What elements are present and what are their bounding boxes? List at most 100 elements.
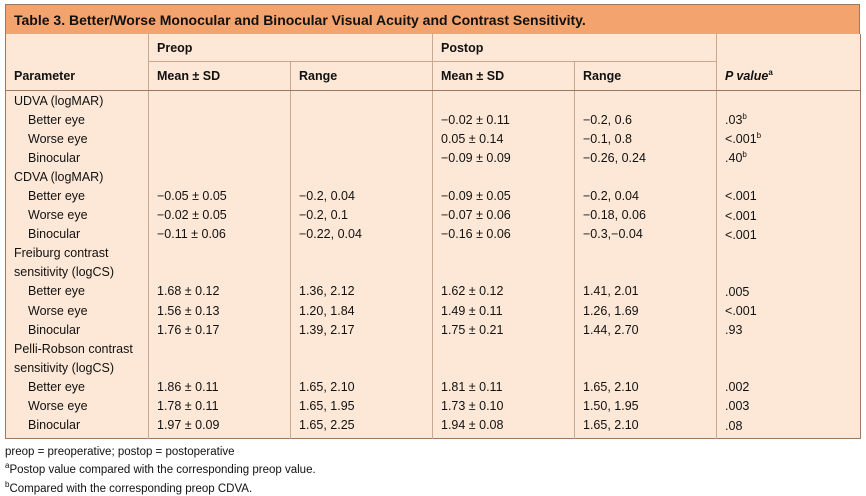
row-postop-range-text: −0.3,−0.04 bbox=[583, 227, 643, 242]
table-title: Table 3. Better/Worse Monocular and Bino… bbox=[5, 4, 860, 34]
row-postop-mean: −0.09 ± 0.05 bbox=[432, 186, 575, 206]
row-preop-range-text: 1.65, 1.95 bbox=[299, 399, 355, 414]
row-p-value: .003 bbox=[717, 397, 861, 416]
row-p-value bbox=[717, 91, 861, 111]
row-postop-range: −0.2, 0.04 bbox=[574, 186, 718, 206]
row-postop-range: −0.18, 0.06 bbox=[574, 205, 718, 225]
row-parameter-text: Binocular bbox=[28, 150, 81, 165]
row-parameter: Binocular bbox=[5, 320, 149, 340]
row-preop-range: −0.2, 0.04 bbox=[290, 186, 433, 206]
row-parameter: Worse eye bbox=[5, 301, 149, 321]
table-row: UDVA (logMAR) bbox=[5, 90, 861, 111]
row-preop-mean-text: 1.97 ± 0.09 bbox=[157, 418, 220, 433]
row-postop-mean bbox=[432, 90, 575, 111]
row-postop-range-text: 1.50, 1.95 bbox=[583, 399, 639, 414]
row-preop-mean bbox=[148, 90, 291, 111]
row-postop-mean-text: −0.16 ± 0.06 bbox=[441, 227, 511, 242]
row-p-value-text: <.001 bbox=[725, 304, 757, 319]
p-value-footnote-mark: b bbox=[742, 112, 747, 122]
row-p-value bbox=[717, 339, 861, 358]
row-parameter: Pelli-Robson contrast bbox=[5, 339, 149, 359]
row-preop-mean-text: −0.02 ± 0.05 bbox=[157, 208, 227, 223]
row-p-value-text: .005 bbox=[725, 285, 750, 300]
table-row: Worse eye −0.02 ± 0.05 −0.2, 0.1 −0.07 ± 0.… bbox=[5, 205, 861, 225]
table-row: Binocular −0.11 ± 0.06 −0.22, 0.04 −0.16 ± … bbox=[5, 224, 861, 244]
row-preop-mean bbox=[148, 129, 291, 149]
row-preop-range bbox=[290, 262, 433, 282]
header-postop: Postop bbox=[432, 34, 718, 62]
row-postop-range-text: −0.2, 0.04 bbox=[583, 189, 639, 204]
table-row: Binocular 1.97 ± 0.09 1.65, 2.25 1.94 ± 0.0… bbox=[5, 415, 861, 439]
row-preop-mean-text: −0.11 ± 0.06 bbox=[157, 227, 226, 242]
table-row: Better eye −0.05 ± 0.05 −0.2, 0.04 −0.09 ± … bbox=[5, 186, 861, 206]
row-preop-range: 1.65, 2.10 bbox=[290, 377, 433, 397]
row-preop-mean bbox=[148, 358, 291, 378]
row-parameter-text: Binocular bbox=[28, 322, 81, 337]
footnote-b: bCompared with the corresponding preop C… bbox=[5, 478, 860, 496]
header-blank-p bbox=[717, 34, 861, 62]
row-postop-range bbox=[574, 262, 718, 282]
row-parameter: Worse eye bbox=[5, 129, 149, 149]
row-preop-mean: −0.11 ± 0.06 bbox=[148, 224, 291, 244]
row-postop-range bbox=[574, 90, 718, 111]
row-postop-mean: −0.16 ± 0.06 bbox=[432, 224, 575, 244]
table-row: sensitivity (logCS) bbox=[5, 262, 861, 282]
table-row: Worse eye 0.05 ± 0.14 −0.1, 0.8 <.001b bbox=[5, 129, 861, 149]
row-preop-range-text: 1.65, 2.25 bbox=[299, 418, 355, 433]
row-postop-mean-text: 1.49 ± 0.11 bbox=[441, 303, 503, 318]
row-preop-range: −0.22, 0.04 bbox=[290, 224, 433, 244]
footnote-b-mark: b bbox=[5, 479, 10, 489]
row-preop-range bbox=[290, 110, 433, 130]
row-p-value-text: .93 bbox=[725, 323, 743, 338]
row-preop-mean: −0.05 ± 0.05 bbox=[148, 186, 291, 206]
row-postop-range-text: −0.18, 0.06 bbox=[583, 208, 646, 223]
row-postop-mean: 1.75 ± 0.21 bbox=[432, 320, 575, 340]
row-parameter-text: Worse eye bbox=[28, 131, 88, 146]
row-parameter: sensitivity (logCS) bbox=[5, 358, 149, 378]
row-preop-range-text: 1.20, 1.84 bbox=[299, 303, 355, 318]
row-postop-mean: 1.94 ± 0.08 bbox=[432, 415, 575, 439]
row-preop-mean: 1.78 ± 0.11 bbox=[148, 396, 291, 416]
row-postop-range-text: 1.65, 2.10 bbox=[583, 379, 639, 394]
row-p-value-text: <.001 bbox=[725, 227, 757, 242]
row-postop-mean-text: 1.94 ± 0.08 bbox=[441, 418, 504, 433]
table-row: Better eye 1.86 ± 0.11 1.65, 2.10 1.81 ± 0.… bbox=[5, 377, 861, 397]
row-postop-mean: 0.05 ± 0.14 bbox=[432, 129, 575, 149]
row-preop-range: 1.65, 1.95 bbox=[290, 396, 433, 416]
header-row-groups: Preop Postop bbox=[5, 34, 861, 62]
row-postop-range: 1.65, 2.10 bbox=[574, 415, 718, 439]
row-parameter-text: Pelli-Robson contrast bbox=[14, 341, 133, 356]
row-postop-mean-text: −0.02 ± 0.11 bbox=[441, 112, 510, 127]
row-parameter-text: Worse eye bbox=[28, 208, 88, 223]
row-postop-mean bbox=[432, 262, 575, 282]
row-postop-range bbox=[574, 358, 718, 378]
table-row: Worse eye 1.56 ± 0.13 1.20, 1.84 1.49 ± 0.1… bbox=[5, 301, 861, 321]
row-parameter-text: CDVA (logMAR) bbox=[14, 169, 104, 184]
header-postop-range: Range bbox=[574, 61, 718, 91]
row-preop-mean: −0.02 ± 0.05 bbox=[148, 205, 291, 225]
table-row: sensitivity (logCS) bbox=[5, 358, 861, 378]
row-preop-mean-text: −0.05 ± 0.05 bbox=[157, 189, 227, 204]
row-preop-range-text: 1.65, 2.10 bbox=[299, 379, 355, 394]
row-parameter-text: Binocular bbox=[28, 227, 81, 242]
row-preop-range bbox=[290, 339, 433, 359]
row-parameter: UDVA (logMAR) bbox=[5, 90, 149, 111]
row-postop-mean bbox=[432, 339, 575, 359]
row-p-value: <.001 bbox=[717, 225, 861, 244]
row-parameter: Binocular bbox=[5, 148, 149, 168]
header-p-value: P valuea bbox=[716, 61, 861, 91]
row-postop-mean: −0.07 ± 0.06 bbox=[432, 205, 575, 225]
header-preop-range: Range bbox=[290, 61, 433, 91]
footnote-abbreviations: preop = preoperative; postop = postopera… bbox=[5, 445, 235, 458]
row-postop-range-text: −0.26, 0.24 bbox=[583, 150, 646, 165]
row-postop-mean: 1.81 ± 0.11 bbox=[432, 377, 575, 397]
row-preop-mean bbox=[148, 339, 291, 359]
footnotes: preop = preoperative; postop = postopera… bbox=[5, 445, 860, 496]
row-parameter: Worse eye bbox=[5, 396, 149, 416]
row-p-value bbox=[717, 358, 861, 377]
row-preop-range: 1.39, 2.17 bbox=[290, 320, 433, 340]
row-parameter: Better eye bbox=[5, 281, 149, 302]
row-p-value: .03b bbox=[717, 110, 861, 129]
row-postop-mean-text: 1.75 ± 0.21 bbox=[441, 322, 504, 337]
table-row: Binocular 1.76 ± 0.17 1.39, 2.17 1.75 ± 0.2… bbox=[5, 320, 861, 340]
